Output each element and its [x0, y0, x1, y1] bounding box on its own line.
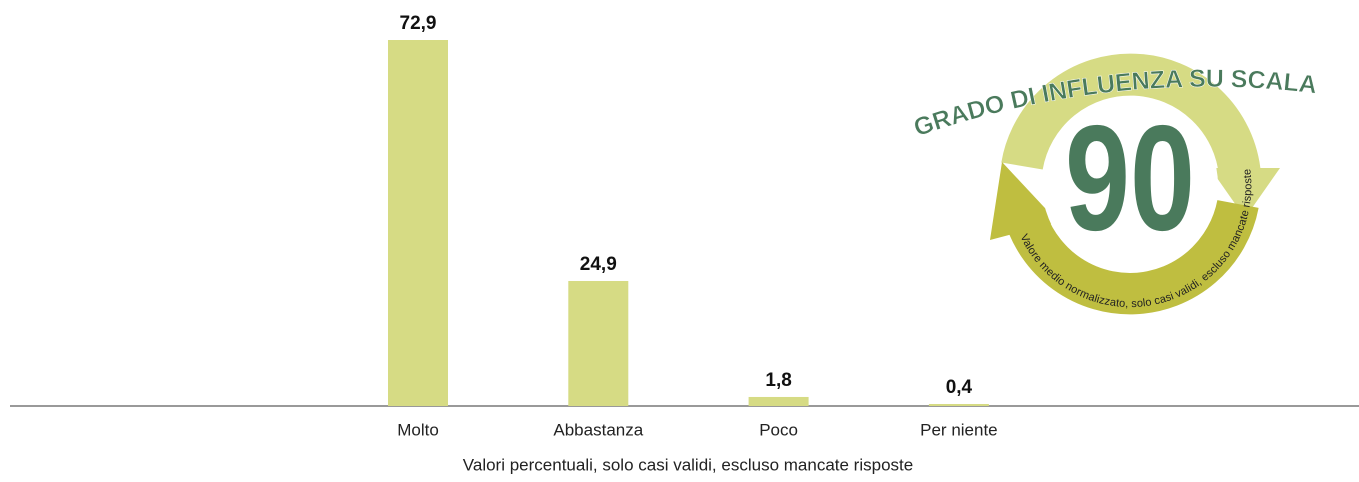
value-label: 0,4 — [946, 377, 973, 398]
arrow-arc — [1001, 53, 1261, 178]
x-tick-label: Abbastanza — [553, 420, 643, 439]
arrow-head — [1210, 168, 1280, 218]
x-tick-label: Per niente — [920, 420, 998, 439]
badge: 90 GRADO DI INFLUENZA SU SCALA 0-100 Val… — [0, 0, 1319, 315]
badge-value: 90 — [1065, 94, 1195, 262]
value-label: 24,9 — [580, 254, 617, 275]
bar — [568, 280, 629, 406]
badge-circle — [1042, 97, 1218, 273]
arrow-arc — [1003, 199, 1259, 315]
x-axis-label: Valori percentuali, solo casi validi, es… — [463, 455, 913, 474]
x-tick-label: Poco — [759, 420, 798, 439]
value-label: 72,9 — [400, 13, 437, 34]
bar — [928, 403, 989, 406]
bar — [748, 396, 809, 406]
arrow-head — [990, 162, 1058, 240]
value-label: 1,8 — [765, 370, 791, 391]
x-tick-label: Molto — [397, 420, 439, 439]
bar — [388, 40, 448, 406]
